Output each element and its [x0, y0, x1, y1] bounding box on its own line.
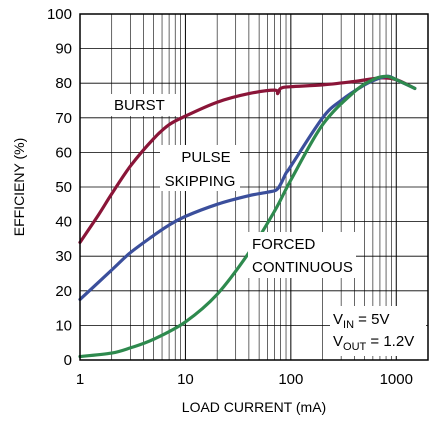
y-tick-label: 70: [55, 110, 72, 127]
y-tick-label: 60: [55, 144, 72, 161]
plot-frame: [79, 13, 429, 361]
y-tick-label: 10: [55, 317, 72, 334]
y-tick-label: 40: [55, 214, 72, 231]
series-line-forced-continuous: [78, 74, 417, 359]
x-axis-title: LOAD CURRENT (mA): [182, 399, 326, 415]
grid: [80, 13, 428, 361]
y-tick-label: 100: [47, 6, 72, 23]
y-tick-label: 20: [55, 283, 72, 300]
y-axis-title: EFFICIENY (%): [11, 138, 27, 237]
pulse-label-line1: PULSE: [181, 149, 230, 166]
y-tick-label: 30: [55, 248, 72, 265]
curves: [78, 74, 417, 359]
forced-label-bg: [248, 232, 356, 278]
x-tick-label: 1: [76, 371, 84, 388]
pulse-label-line2: SKIPPING: [165, 173, 236, 190]
burst-label-bg: [110, 94, 176, 116]
x-tick-label: 10: [177, 371, 194, 388]
forced-label-line1: FORCED: [252, 236, 316, 253]
vout-condition: VOUT = 1.2V: [333, 333, 414, 353]
burst-label: BURST: [114, 97, 165, 114]
y-tick-label: 50: [55, 179, 72, 196]
x-tick-label: 100: [278, 371, 303, 388]
forced-label-line2: CONTINUOUS: [252, 259, 353, 276]
pulse-label-bg: [160, 145, 240, 191]
y-tick-label: 0: [64, 352, 72, 369]
series-line-burst: [78, 76, 417, 244]
x-tick-label: 1000: [380, 371, 413, 388]
vin-condition: VIN = 5V: [333, 311, 389, 331]
y-tick-label: 80: [55, 75, 72, 92]
conditions-bg: [330, 306, 426, 356]
y-tick-label: 90: [55, 41, 72, 58]
